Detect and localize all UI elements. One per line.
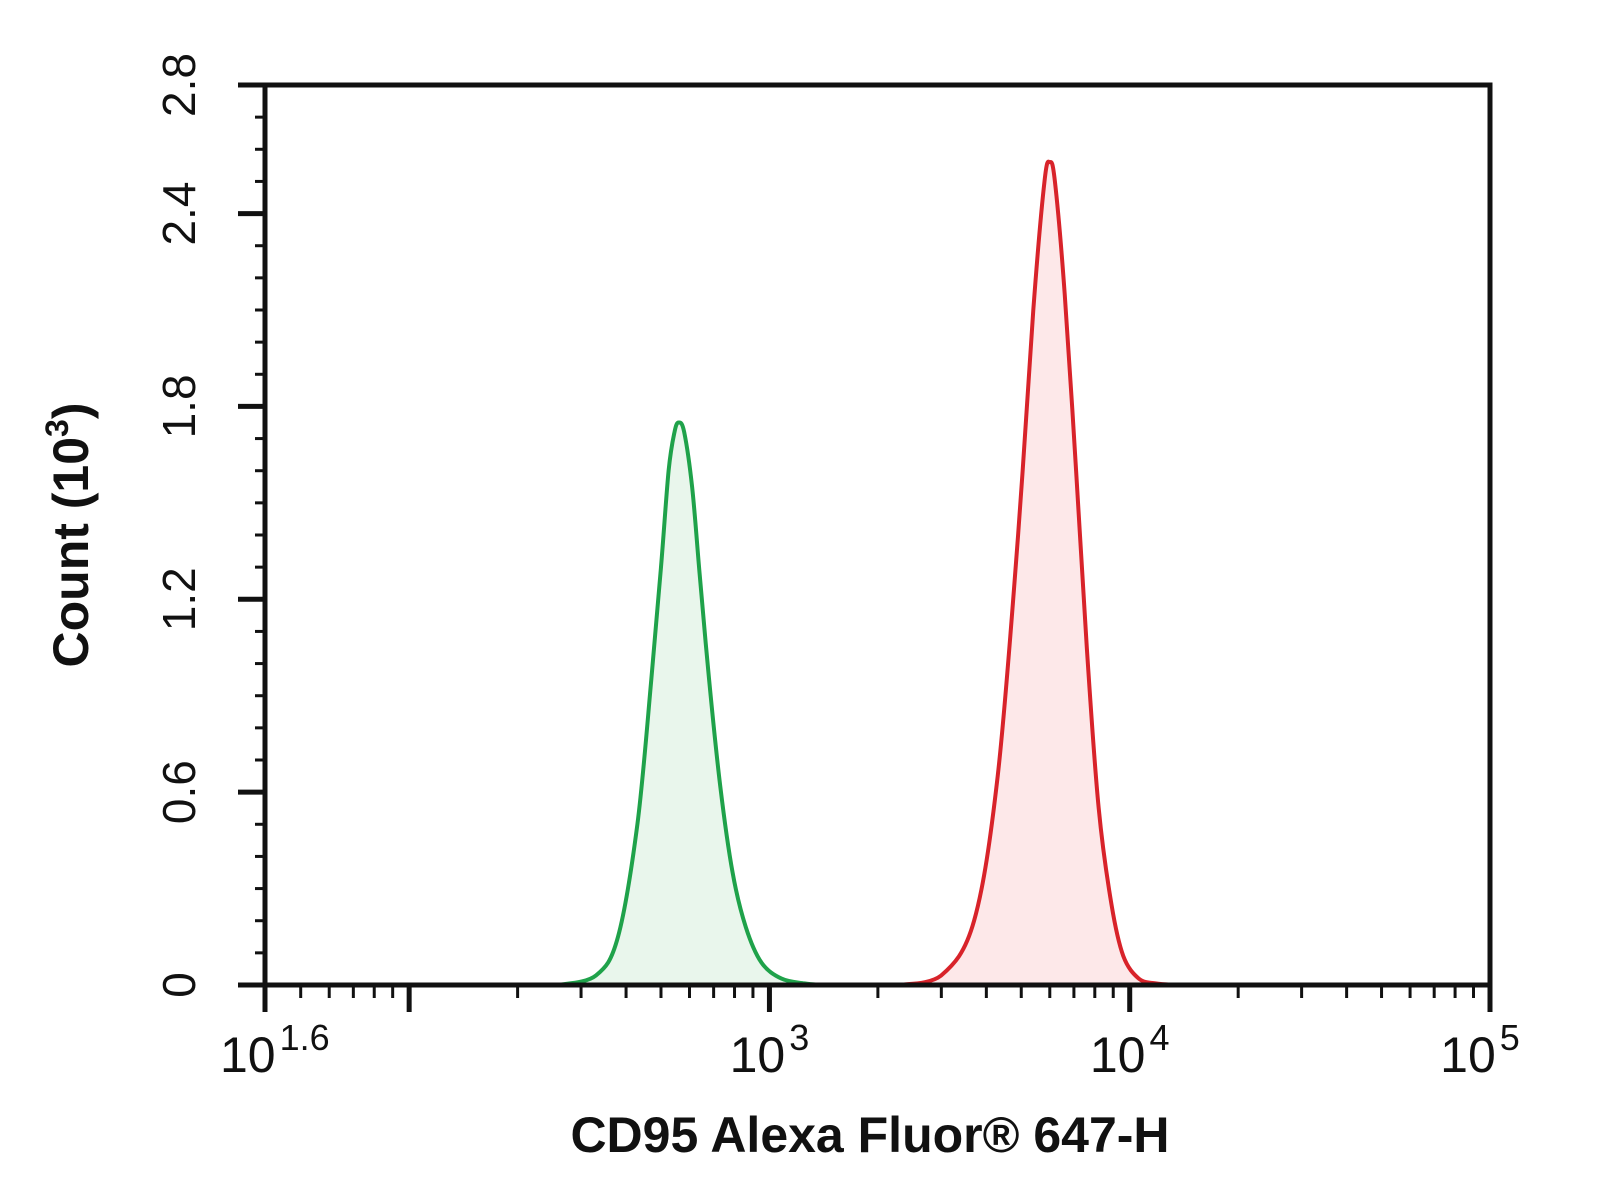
x-axis-label: CD95 Alexa Fluor® 647-H (570, 1107, 1169, 1163)
y-tick-label: 2.8 (153, 53, 205, 117)
x-tick-base: 10 (730, 1027, 786, 1083)
x-tick-label: 10 1.6 (220, 1017, 330, 1083)
y-tick-label: 2.4 (153, 182, 205, 246)
y-axis-label: Count (103) (39, 403, 99, 668)
x-tick-base: 10 (1090, 1027, 1146, 1083)
series-0-line (558, 420, 823, 987)
x-tick-exponent: 1.6 (280, 1017, 330, 1058)
y-axis-label-base: Count (10 (43, 437, 99, 668)
series-1-line (899, 159, 1177, 987)
y-tick-label: 1.2 (153, 567, 205, 631)
plot-frame (262, 82, 1493, 988)
x-tick-base: 10 (1440, 1027, 1496, 1083)
y-axis-label-sup: 3 (39, 419, 75, 437)
y-tick-label: 0.6 (153, 760, 205, 824)
y-tick-label: 1.8 (153, 374, 205, 438)
series-layer (558, 159, 1177, 987)
x-tick-exponent: 5 (1500, 1017, 1520, 1058)
y-axis-label-close: ) (43, 403, 99, 420)
x-axis: 10 1.6 10 3 10 4 10 5 (220, 985, 1520, 1083)
y-axis: 0 0.6 1.2 1.8 2.4 2.8 (153, 53, 265, 998)
x-tick-label: 10 5 (1440, 1017, 1520, 1083)
x-tick-label: 10 3 (730, 1017, 810, 1083)
series-0-area (558, 422, 823, 985)
series-1-area (899, 161, 1177, 985)
x-tick-base: 10 (220, 1027, 276, 1083)
x-tick-label: 10 4 (1090, 1017, 1170, 1083)
x-tick-exponent: 3 (789, 1017, 809, 1058)
y-tick-label: 0 (153, 972, 205, 998)
x-tick-exponent: 4 (1150, 1017, 1170, 1058)
